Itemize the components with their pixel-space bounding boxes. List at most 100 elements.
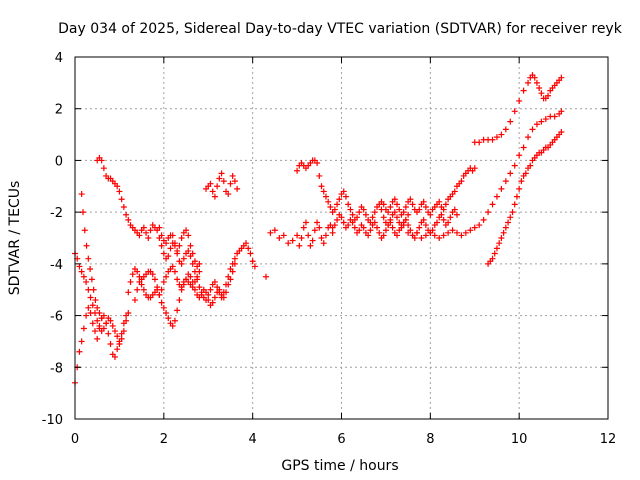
data-point: [507, 170, 514, 177]
data-point: [347, 206, 354, 213]
data-point: [85, 286, 92, 293]
data-point: [338, 214, 345, 221]
data-point: [502, 178, 509, 185]
data-point: [414, 229, 421, 236]
data-point: [436, 235, 443, 241]
data-point: [318, 183, 325, 190]
data-point: [525, 79, 532, 86]
data-point: [209, 188, 216, 195]
data-point: [538, 118, 545, 125]
series-track-n: [471, 72, 565, 146]
data-point: [120, 320, 127, 327]
data-point: [516, 97, 523, 104]
data-point: [427, 211, 434, 218]
data-point: [351, 224, 358, 231]
data-point: [111, 353, 118, 360]
data-point: [529, 126, 536, 133]
data-point: [325, 198, 332, 205]
data-point: [458, 232, 465, 239]
data-point: [322, 193, 329, 200]
data-point: [498, 185, 505, 192]
data-point: [493, 134, 500, 141]
data-point: [83, 312, 90, 319]
data-point: [438, 211, 445, 218]
data-point: [496, 240, 503, 247]
data-point: [174, 307, 181, 314]
data-point: [371, 219, 378, 226]
data-point: [545, 92, 552, 99]
data-point: [513, 193, 520, 200]
data-point: [129, 271, 136, 278]
data-point: [445, 229, 452, 236]
gridlines: [75, 57, 608, 419]
data-point: [349, 211, 356, 218]
data-point: [356, 209, 363, 216]
data-point: [151, 276, 158, 283]
y-tick-label: 0: [55, 154, 63, 169]
data-point: [156, 235, 163, 241]
data-point: [87, 294, 94, 301]
data-point: [229, 260, 236, 267]
data-point: [94, 317, 101, 324]
data-point: [245, 245, 252, 252]
data-point: [85, 255, 92, 262]
data-point: [360, 224, 367, 231]
data-point: [316, 224, 323, 231]
series-track-o: [485, 128, 565, 267]
data-point: [331, 222, 338, 229]
data-point: [205, 291, 212, 298]
data-point: [87, 266, 94, 273]
data-point: [178, 260, 185, 267]
data-point: [380, 214, 387, 221]
data-point: [538, 90, 545, 97]
data-point: [125, 216, 132, 223]
data-point: [405, 229, 412, 236]
data-point: [196, 260, 203, 267]
data-point: [394, 214, 401, 221]
data-point: [402, 203, 409, 210]
data-point: [493, 245, 500, 252]
x-tick-labels: 0 2 4 6 8 10 12: [71, 432, 616, 447]
data-point: [174, 276, 181, 283]
data-point: [207, 286, 214, 293]
data-point: [449, 227, 456, 234]
data-point: [340, 188, 347, 195]
data-point: [167, 245, 174, 252]
data-point: [371, 209, 378, 216]
data-point: [90, 286, 97, 293]
data-point: [136, 232, 143, 239]
data-point: [380, 232, 387, 239]
data-point: [163, 273, 170, 280]
data-point: [180, 255, 187, 262]
data-point: [76, 263, 83, 270]
data-point: [407, 196, 414, 203]
data-point: [234, 185, 241, 192]
y-tick-label: -8: [50, 361, 63, 376]
data-point: [427, 229, 434, 236]
data-point: [211, 193, 218, 200]
data-point: [387, 203, 394, 210]
data-point: [100, 165, 107, 172]
data-point: [320, 240, 327, 247]
data-point: [178, 235, 185, 241]
data-point: [480, 216, 487, 223]
data-point: [114, 333, 121, 340]
data-point: [160, 304, 167, 311]
data-point: [502, 126, 509, 133]
data-point: [542, 116, 549, 123]
data-points: [72, 72, 565, 386]
data-point: [96, 309, 103, 316]
data-point: [163, 240, 170, 247]
data-point: [314, 219, 321, 226]
data-point: [174, 250, 181, 257]
data-point: [385, 209, 392, 216]
data-point: [327, 203, 334, 210]
data-point: [442, 201, 449, 208]
data-point: [374, 224, 381, 231]
data-point: [158, 299, 165, 306]
data-point: [489, 255, 496, 262]
data-point: [356, 227, 363, 234]
data-point: [116, 188, 123, 195]
data-point: [511, 108, 518, 115]
data-point: [134, 268, 141, 275]
